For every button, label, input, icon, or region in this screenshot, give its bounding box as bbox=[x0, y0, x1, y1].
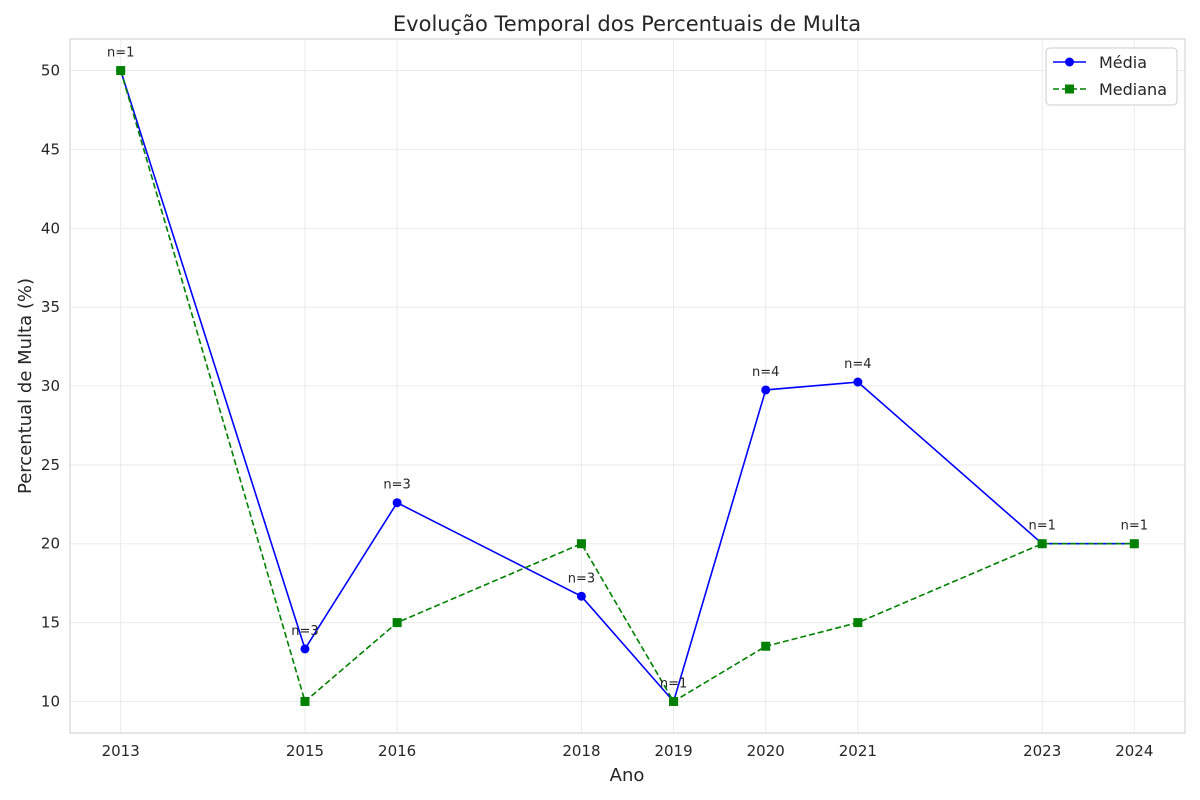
data-point-mediana bbox=[300, 696, 310, 706]
plot-frame bbox=[69, 38, 1186, 734]
sample-size-label: n=4 bbox=[752, 365, 779, 380]
x-tick-label: 2021 bbox=[839, 742, 877, 760]
x-axis-label: Ano bbox=[610, 765, 645, 786]
sample-size-label: n=1 bbox=[660, 676, 687, 691]
x-tick-label: 2023 bbox=[1023, 742, 1061, 760]
x-tick-label: 2018 bbox=[562, 742, 600, 760]
sample-size-label: n=3 bbox=[291, 624, 318, 639]
legend-marker-media bbox=[1065, 57, 1074, 67]
data-point-mediana bbox=[392, 618, 402, 628]
y-tick-label: 40 bbox=[41, 219, 60, 237]
series-group bbox=[116, 66, 1139, 706]
legend-label-media: Média bbox=[1099, 53, 1147, 72]
x-axis: 2013 2015 2016 2018 2019 2020 2021 2023 2024 bbox=[102, 742, 1154, 760]
data-point-media bbox=[300, 644, 310, 654]
y-axis: 10 15 20 25 30 35 40 45 50 bbox=[41, 62, 60, 711]
data-point-mediana bbox=[1129, 539, 1139, 549]
data-point-mediana bbox=[761, 641, 771, 651]
data-point-media bbox=[392, 498, 402, 508]
legend-label-mediana: Mediana bbox=[1099, 80, 1167, 99]
legend-marker-mediana bbox=[1065, 84, 1074, 94]
legend: Média Mediana bbox=[1045, 47, 1178, 106]
data-point-mediana bbox=[669, 696, 679, 706]
y-tick-label: 15 bbox=[41, 614, 60, 632]
y-axis-label: Percentual de Multa (%) bbox=[15, 278, 36, 494]
data-point-mediana bbox=[853, 618, 863, 628]
x-tick-label: 2024 bbox=[1115, 742, 1153, 760]
sample-size-label: n=1 bbox=[107, 46, 134, 61]
y-tick-label: 35 bbox=[41, 298, 60, 316]
y-tick-label: 25 bbox=[41, 456, 60, 474]
grid bbox=[70, 39, 1185, 733]
y-tick-label: 20 bbox=[41, 535, 60, 553]
x-tick-label: 2013 bbox=[102, 742, 140, 760]
sample-size-label: n=1 bbox=[1121, 519, 1148, 534]
x-tick-label: 2019 bbox=[654, 742, 692, 760]
annotations: n=1 n=3 n=3 n=3 n=1 n=4 n=4 n=1 n=1 bbox=[107, 46, 1148, 692]
data-point-mediana bbox=[576, 539, 586, 549]
data-point-media bbox=[576, 591, 586, 601]
y-tick-label: 30 bbox=[41, 377, 60, 395]
y-tick-label: 10 bbox=[41, 692, 60, 710]
sample-size-label: n=3 bbox=[568, 571, 595, 586]
data-point-media bbox=[853, 377, 863, 387]
x-tick-label: 2020 bbox=[747, 742, 785, 760]
sample-size-label: n=3 bbox=[383, 478, 410, 493]
y-tick-label: 45 bbox=[41, 140, 60, 158]
data-point-media bbox=[761, 385, 771, 395]
data-point-mediana bbox=[1037, 539, 1047, 549]
sample-size-label: n=4 bbox=[844, 357, 871, 372]
chart-title: Evolução Temporal dos Percentuais de Mul… bbox=[393, 12, 861, 36]
y-tick-label: 50 bbox=[41, 62, 60, 80]
x-tick-label: 2016 bbox=[378, 742, 416, 760]
sample-size-label: n=1 bbox=[1028, 519, 1055, 534]
x-tick-label: 2015 bbox=[286, 742, 324, 760]
data-point-mediana bbox=[116, 66, 126, 76]
